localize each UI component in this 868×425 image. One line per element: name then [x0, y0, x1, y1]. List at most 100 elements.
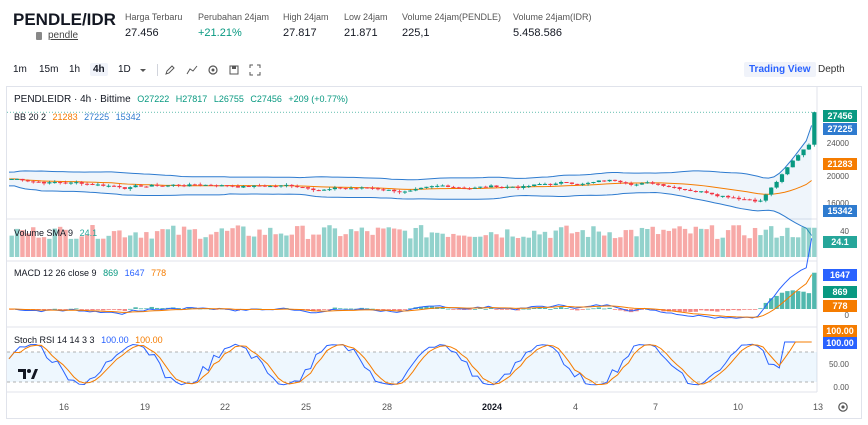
volume-bar: [338, 236, 343, 257]
candle-body: [747, 199, 752, 201]
volume-bar: [596, 231, 602, 257]
volume-name: Volume SMA 9: [14, 228, 74, 238]
chart-area[interactable]: PENDLEIDR · 4h · Bittime O27222 H27817 L…: [6, 86, 862, 419]
price-tick: 16000: [826, 199, 849, 208]
price-badge-last: 27456: [823, 110, 857, 122]
macd-histogram-bar: [537, 307, 542, 309]
timeframe-15m[interactable]: 15m: [39, 64, 59, 75]
fullscreen-icon[interactable]: [249, 64, 261, 76]
candle-body: [521, 186, 526, 188]
volume-bar: [715, 238, 720, 257]
candle-body: [758, 200, 763, 202]
candle-body: [731, 197, 736, 199]
close-value: C27456: [250, 94, 282, 104]
stoch-badge-k: 100.00: [823, 337, 857, 349]
macd-histogram-bar: [402, 309, 408, 310]
volume-bar: [790, 237, 795, 257]
pair-link[interactable]: pendle: [48, 30, 79, 41]
volume-bar: [52, 228, 57, 257]
volume-bar: [348, 229, 354, 257]
candle-body: [47, 182, 52, 184]
macd-histogram-bar: [52, 308, 57, 310]
date-label: 22: [220, 402, 231, 412]
indicator-icon[interactable]: [186, 64, 198, 76]
chevron-down-icon[interactable]: [137, 64, 149, 76]
macd-line: 1647: [124, 268, 145, 278]
chart-settings-icon[interactable]: [837, 401, 849, 413]
volume-bar: [672, 228, 677, 257]
trading-view-button[interactable]: Trading View: [744, 62, 816, 77]
volume-bar: [666, 230, 672, 257]
macd-histogram-bar: [418, 306, 424, 309]
macd-histogram-bar: [381, 309, 386, 311]
macd-histogram-bar: [672, 309, 677, 312]
bb-legend: BB 20 2 21283 27225 15342: [14, 112, 145, 122]
macd-histogram-bar: [461, 309, 467, 310]
macd-histogram-bar: [408, 308, 413, 310]
timeframe-1m[interactable]: 1m: [13, 64, 27, 75]
macd-histogram-bar: [101, 309, 106, 311]
volume-bar: [332, 228, 338, 257]
volume-bar: [327, 225, 332, 257]
candle-body: [472, 187, 478, 189]
volume-tick: 40: [840, 227, 849, 236]
candle-body: [634, 184, 639, 186]
candle-body: [510, 186, 515, 188]
volume-bar: [144, 232, 149, 257]
date-label: 10: [733, 402, 744, 412]
volume-bar: [580, 230, 585, 257]
candle-body: [300, 187, 305, 189]
volume-bar: [224, 230, 230, 257]
volume-bar: [47, 238, 52, 257]
candle-body: [392, 189, 397, 192]
macd-histogram-bar: [596, 307, 602, 309]
volume-bar: [451, 233, 456, 257]
timeframe-4h[interactable]: 4h: [90, 63, 108, 76]
candle-body: [693, 191, 698, 193]
macd-histogram-bar: [774, 295, 779, 309]
macd-hist: 869: [103, 268, 119, 278]
stat-value: 225,1: [402, 27, 430, 39]
volume-bar: [278, 233, 284, 257]
volume-bar: [230, 228, 235, 257]
candle-body: [327, 189, 332, 191]
macd-histogram-bar: [478, 308, 483, 310]
macd-histogram-bar: [526, 308, 532, 310]
candle-body: [591, 182, 596, 184]
volume-bar: [149, 238, 154, 257]
volume-bar: [246, 235, 251, 257]
volume-bar: [795, 237, 801, 257]
candle-body: [181, 185, 187, 187]
volume-bar: [79, 236, 84, 257]
volume-bar: [575, 231, 580, 257]
volume-bar: [294, 226, 300, 257]
candle-body: [74, 182, 79, 184]
volume-bar: [645, 229, 650, 257]
stat-change: Perubahan 24jam +21.21%: [198, 12, 269, 39]
candle-body: [79, 182, 84, 184]
price-badge-lower: 15342: [823, 205, 857, 217]
candle-body: [763, 194, 768, 201]
timeframe-1d[interactable]: 1D: [118, 64, 131, 75]
volume-bar: [214, 231, 219, 257]
candle-body: [246, 186, 251, 188]
chart-canvas[interactable]: [7, 87, 861, 418]
candle-body: [429, 186, 434, 188]
candle-body: [106, 185, 111, 187]
macd-line: [8, 238, 813, 319]
volume-bar: [650, 226, 655, 257]
candle-body: [553, 183, 558, 185]
stoch-k-line: [8, 341, 812, 386]
volume-bar: [801, 227, 806, 257]
depth-button[interactable]: Depth: [818, 64, 845, 75]
macd-histogram-bar: [542, 307, 548, 309]
timeframe-1h[interactable]: 1h: [69, 64, 81, 75]
save-icon[interactable]: [228, 64, 240, 76]
pencil-icon[interactable]: [164, 64, 176, 76]
macd-badge-hist: 869: [823, 286, 857, 298]
candle-body: [462, 187, 467, 189]
candle-body: [235, 186, 241, 188]
settings-icon[interactable]: [207, 64, 219, 76]
date-label: 16: [59, 402, 70, 412]
candle-body: [688, 189, 693, 192]
